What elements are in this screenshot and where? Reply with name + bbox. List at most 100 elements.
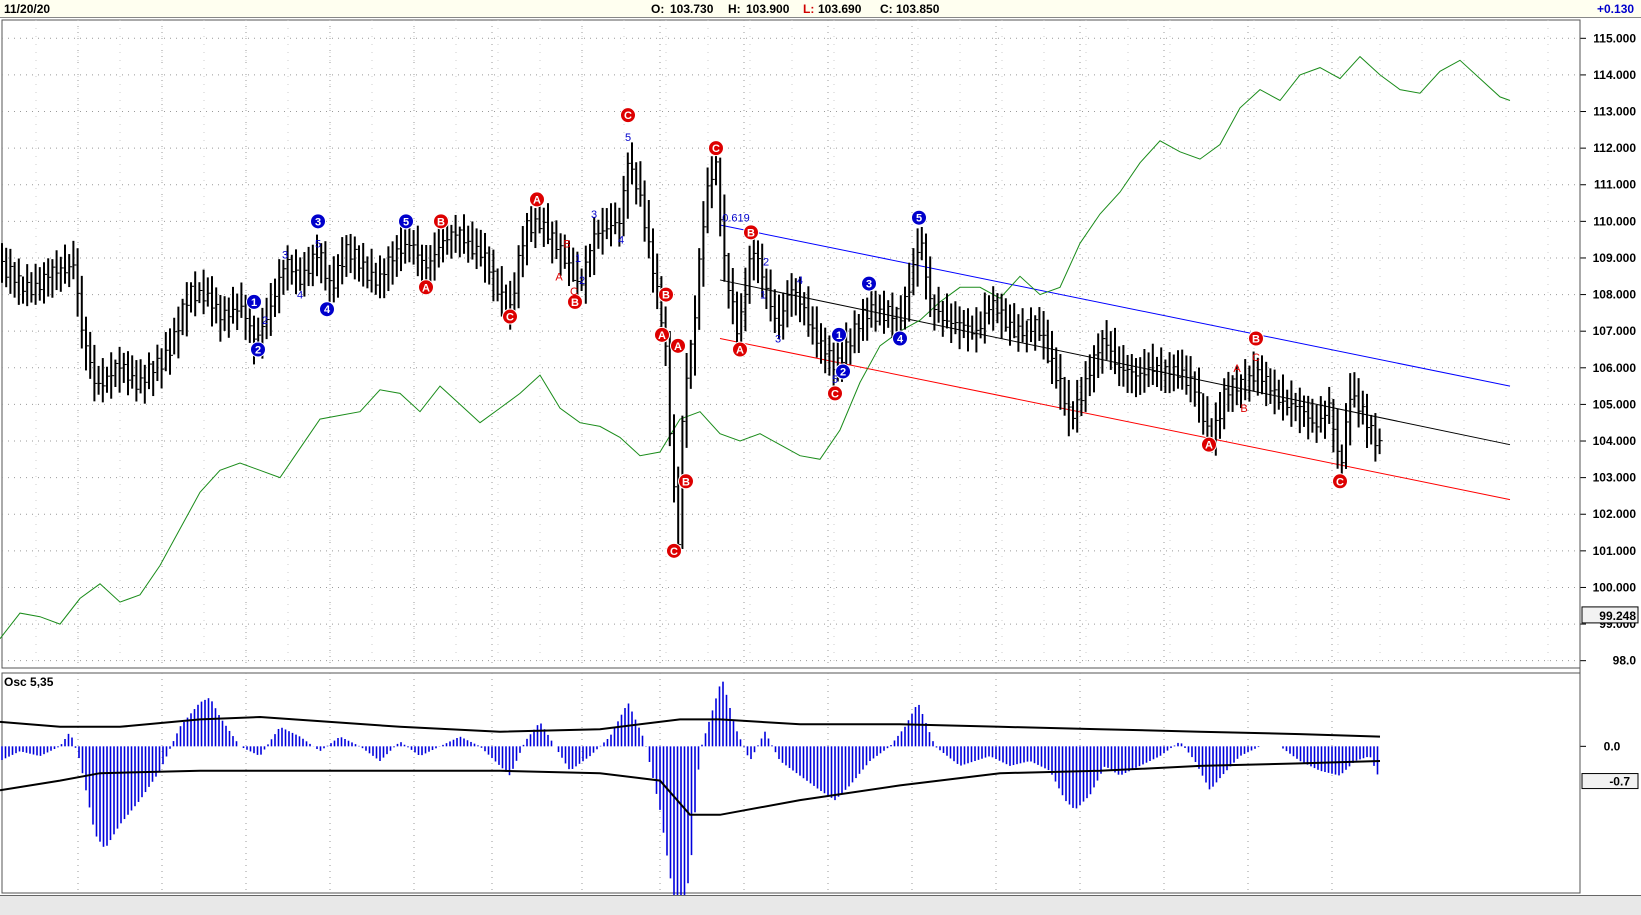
oscillator-panel: Osc 5,35 0.0 -0.7 [0, 672, 1639, 915]
open-value: 103.730 [670, 2, 714, 16]
wave-marker-circle [620, 107, 636, 124]
wave-label: B [1240, 403, 1247, 415]
wave-marker-circle [246, 293, 262, 310]
wave-label: C [1252, 352, 1260, 364]
wave-marker-circle [835, 363, 851, 380]
price-tick-label: 112.000 [1593, 141, 1636, 155]
wave-label: 2 [763, 257, 769, 269]
wave-marker-label: C [506, 312, 514, 324]
wave-label: 3 [282, 249, 288, 261]
open-label: O: [651, 2, 665, 16]
ma-line [0, 55, 1511, 640]
wave-marker-label: 2 [840, 366, 846, 378]
wave-label: 2 [579, 275, 585, 287]
wave-marker-label: 3 [866, 279, 872, 291]
lower-channel-line [719, 338, 1511, 501]
wave-marker-label: C [670, 546, 678, 558]
wave-marker-circle [1332, 473, 1348, 490]
price-tick-label: 104.000 [1593, 434, 1637, 448]
wave-label: A [555, 271, 563, 283]
wave-marker-circle [529, 191, 545, 208]
wave-marker-circle [732, 341, 748, 358]
price-tick-label: 100.000 [1593, 580, 1637, 594]
close-label: C: [880, 2, 893, 16]
wave-label: 3 [775, 334, 781, 346]
wave-label: 0.619 [722, 213, 750, 225]
wave-marker-label: B [571, 297, 579, 309]
wave-label: 5 [315, 238, 321, 250]
price-tick-label: 108.000 [1593, 288, 1637, 302]
price-tick-label: 107.000 [1593, 324, 1637, 338]
header-date: 11/20/20 [4, 2, 51, 16]
wave-label: 3 [591, 209, 597, 221]
price-tick-label: 101.000 [1593, 544, 1637, 558]
wave-marker-label: 4 [897, 334, 904, 346]
low-label: L: [803, 2, 815, 16]
price-panel: 115.000 114.000 113.000 112.000 111.000 110.0… [0, 19, 1639, 669]
wave-marker-circle [911, 209, 927, 226]
change-value: +0.130 [1597, 2, 1635, 16]
price-tick-label: 102.000 [1593, 507, 1637, 521]
high-label: H: [728, 2, 741, 16]
wave-marker-circle [892, 330, 908, 347]
wave-marker-label: A [1205, 440, 1213, 452]
wave-label: C [570, 286, 578, 298]
wave-marker-circle [861, 275, 877, 292]
wave-marker-circle [310, 213, 326, 230]
wave-marker-label: 2 [255, 344, 261, 356]
wave-marker-circle [827, 385, 843, 402]
wave-marker-circle [1248, 330, 1264, 347]
wave-marker-circle [1201, 436, 1217, 453]
wave-marker-circle [502, 308, 518, 325]
wave-marker-circle [654, 326, 670, 343]
wave-label: A [1233, 363, 1241, 375]
price-plot-area [1, 19, 1581, 669]
price-tick-label: 110.000 [1593, 214, 1636, 228]
wave-marker-label: C [831, 388, 839, 400]
price-tick-label: 111.000 [1594, 178, 1636, 192]
wave-label: B [563, 238, 570, 250]
price-tick-label: 113.000 [1593, 105, 1636, 119]
wave-marker-label: 1 [836, 330, 842, 342]
wave-marker-circle [250, 341, 266, 358]
wave-marker-label: B [682, 476, 690, 488]
wave-label: 4 [618, 235, 624, 247]
wave-marker-label: B [747, 227, 755, 239]
wave-label: 1 [760, 290, 766, 302]
wave-marker-label: C [624, 110, 632, 122]
wave-marker-circle [743, 224, 759, 241]
wave-marker-circle [831, 326, 847, 343]
wave-marker-circle [670, 337, 686, 354]
wave-marker-circle [666, 542, 682, 559]
wave-label: 5 [832, 374, 838, 386]
date-axis-bar [0, 895, 1641, 915]
osc-tick-label: 0.0 [1604, 739, 1621, 753]
wave-marker-circle [658, 286, 674, 303]
wave-label: 1 [575, 253, 581, 265]
wave-marker-circle [418, 279, 434, 296]
wave-marker-label: 5 [403, 216, 409, 228]
last-price-box [1581, 606, 1639, 624]
price-tick-label: 106.000 [1593, 361, 1637, 375]
wave-marker-label: 3 [315, 216, 321, 228]
wave-marker-label: A [533, 194, 541, 206]
ohlc-header: 11/20/20 O: 103.730 H: 103.900 L: 103.69… [0, 0, 1641, 18]
wave-marker-label: A [658, 330, 666, 342]
low-value: 103.690 [818, 2, 862, 16]
wave-marker-label: B [437, 216, 445, 228]
price-tick-label: 115.000 [1593, 31, 1636, 45]
wave-label: 4 [297, 290, 303, 302]
wave-marker-label: B [662, 290, 670, 302]
wave-marker-circle [678, 473, 694, 490]
wave-label: 5 [625, 132, 631, 144]
osc-upper-band [0, 715, 1381, 738]
wave-marker-label: A [674, 341, 682, 353]
wave-marker-label: A [422, 282, 430, 294]
wave-marker-label: B [1252, 334, 1260, 346]
wave-marker-label: 1 [251, 297, 257, 309]
upper-channel-line [719, 224, 1511, 387]
wave-marker-label: C [1336, 476, 1344, 488]
wave-marker-circle [567, 293, 583, 310]
price-tick-label: 109.000 [1593, 251, 1637, 265]
